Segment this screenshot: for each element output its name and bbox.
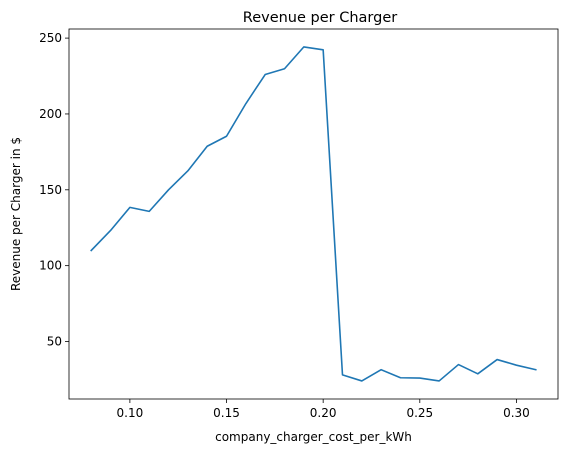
series-line-revenue-per-charger — [90, 46, 537, 382]
y-axis-ticks: 50 100 150 200 250 — [39, 31, 69, 349]
chart-title: Revenue per Charger — [243, 10, 397, 26]
y-axis-label: Revenue per Charger in $ — [9, 137, 23, 291]
x-tick-label: 0.25 — [406, 406, 433, 420]
y-tick-label: 250 — [39, 31, 62, 45]
plot-area — [90, 46, 537, 382]
x-tick-label: 0.10 — [117, 406, 144, 420]
y-tick-label: 200 — [39, 107, 62, 121]
x-tick-label: 0.20 — [310, 406, 337, 420]
x-tick-label: 0.15 — [213, 406, 240, 420]
x-tick-label: 0.30 — [503, 406, 530, 420]
x-axis-label: company_charger_cost_per_kWh — [215, 430, 412, 444]
y-tick-label: 50 — [47, 335, 62, 349]
axes-frame — [68, 28, 559, 400]
y-tick-label: 100 — [39, 259, 62, 273]
x-axis-ticks: 0.10 0.15 0.20 0.25 0.30 — [117, 399, 530, 420]
y-tick-label: 150 — [39, 183, 62, 197]
